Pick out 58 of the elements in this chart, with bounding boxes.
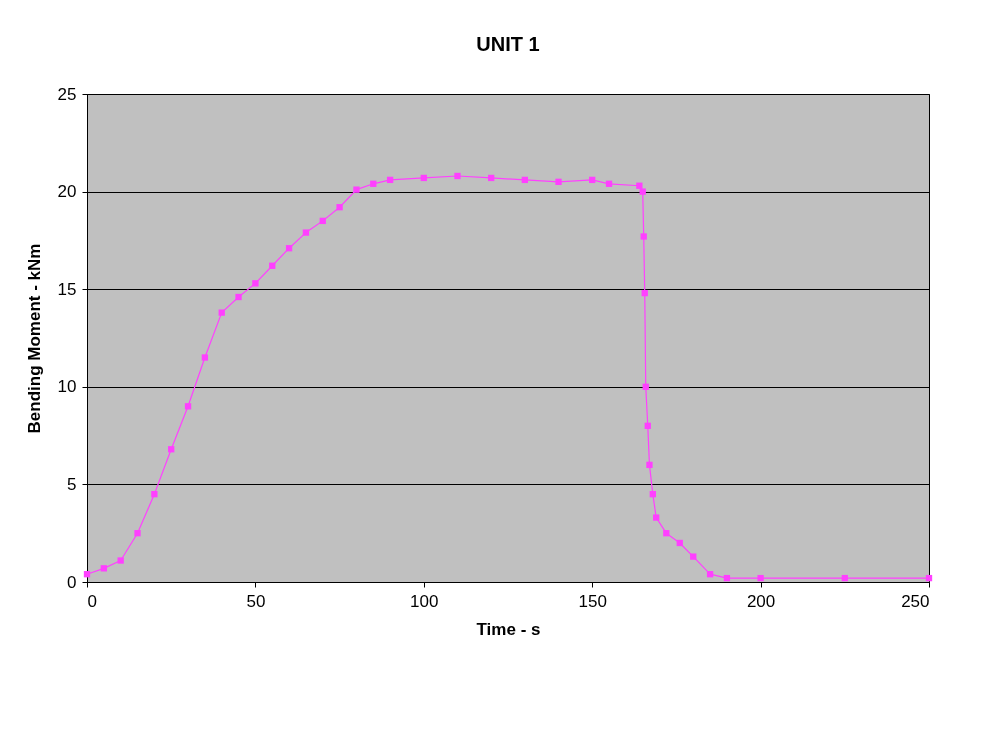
point [336, 204, 343, 211]
point [641, 289, 648, 297]
point [201, 354, 209, 361]
y-tick-label: 20 [57, 182, 77, 202]
point [644, 422, 651, 429]
x-tick-label: 250 [901, 591, 930, 611]
point [218, 309, 225, 316]
y-tick-label: 5 [67, 474, 77, 494]
point [285, 245, 293, 252]
x-tick-label: 50 [246, 591, 266, 611]
point [454, 172, 461, 180]
point [117, 557, 124, 564]
x-tick-label: 150 [578, 591, 607, 611]
point [555, 178, 562, 185]
y-tick-label: 10 [57, 377, 77, 397]
point [646, 461, 653, 469]
point [690, 553, 697, 560]
point [184, 403, 192, 410]
point [723, 574, 731, 582]
x-tick-label: 100 [410, 591, 439, 611]
point [653, 514, 660, 521]
point [642, 383, 649, 390]
point [319, 217, 326, 225]
y-axis-title: Bending Moment - kNm [24, 243, 44, 434]
point [640, 233, 647, 240]
point [639, 188, 646, 195]
point [605, 180, 613, 187]
point [235, 293, 242, 301]
point [589, 176, 596, 184]
x-tick-label: 200 [746, 591, 776, 611]
point [370, 180, 377, 187]
chart-title: UNIT 1 [476, 33, 540, 55]
point [676, 539, 683, 547]
point [841, 574, 848, 582]
y-tick-label: 25 [57, 84, 77, 104]
x-axis-title: Time - s [476, 619, 541, 639]
point [386, 176, 394, 184]
x-tick-label: 0 [87, 591, 97, 611]
point [168, 446, 175, 453]
point [925, 574, 933, 582]
y-tick-label: 15 [57, 279, 77, 299]
point [353, 186, 360, 193]
point [302, 229, 310, 236]
point [100, 565, 107, 572]
point [706, 571, 714, 578]
point [488, 174, 495, 182]
point [420, 174, 427, 182]
point [269, 262, 276, 269]
point [252, 280, 259, 287]
point [134, 530, 141, 537]
point [83, 571, 91, 578]
point [757, 574, 764, 582]
point [521, 176, 528, 184]
point [151, 491, 158, 498]
y-tick-label: 0 [67, 572, 77, 592]
point [636, 182, 643, 189]
point [649, 491, 656, 498]
point [663, 530, 670, 537]
